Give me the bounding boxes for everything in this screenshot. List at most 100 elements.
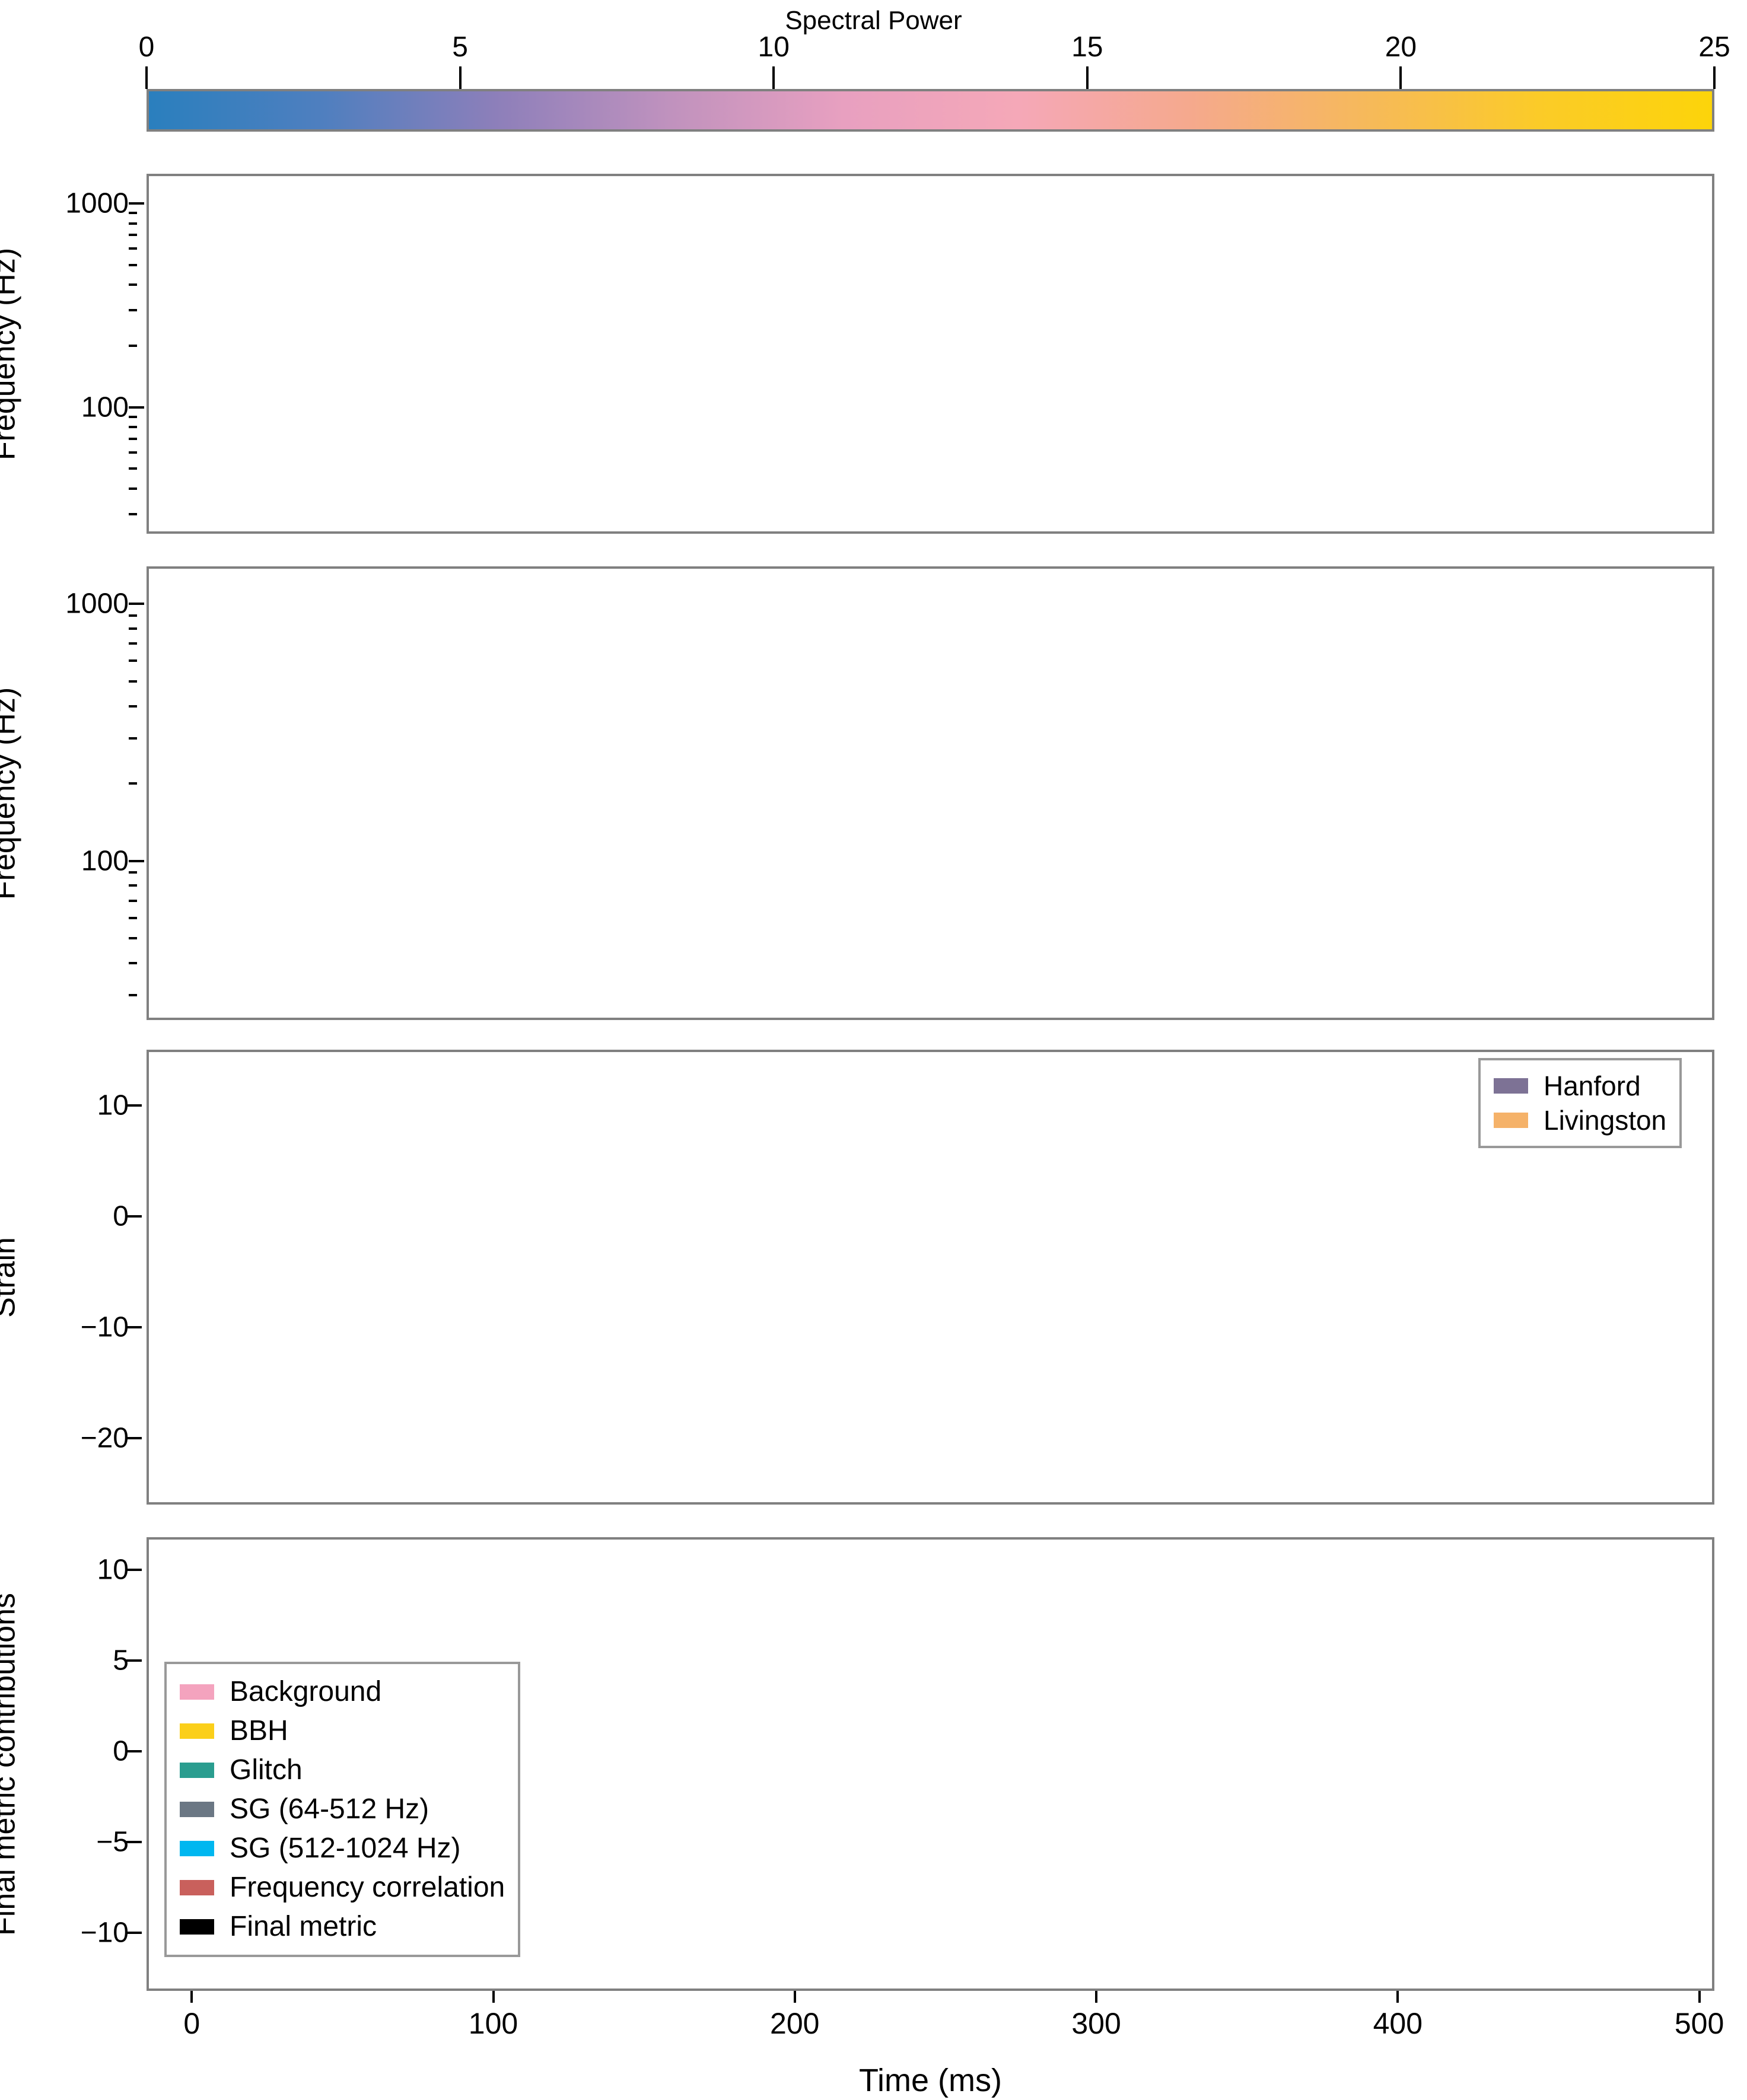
colorbar-tick-label: 5 [452,31,468,63]
axis-tick [126,1932,142,1935]
metric-xtick-labels: 0 100 200 300 400 500 [147,2006,1724,2048]
axis-minor-tick [129,512,137,515]
axis-minor-tick [129,705,137,708]
colorbar-tick [145,66,148,89]
axis-tick-label: 10 [97,1554,129,1586]
axis-minor-tick [129,899,137,902]
axis-tick [129,859,144,862]
axis-tick-label: 300 [1071,2007,1121,2040]
spectrogram-hanford-ytick-labels: 1000 100 [58,174,129,534]
axis-minor-tick [129,415,137,418]
strain-ytick-marks [126,1050,147,1505]
spectrogram-hanford-panel [147,174,1714,534]
legend-label: Background [230,1676,382,1707]
axis-tick-label: 0 [183,2007,201,2040]
axis-tick [126,1569,142,1572]
axis-minor-tick [129,426,137,429]
axis-tick [126,1436,142,1439]
axis-tick [793,1991,796,2003]
strain-legend: Hanford Livingston [1478,1058,1682,1148]
axis-minor-tick [129,782,137,785]
axis-tick [126,1659,142,1662]
axis-tick [129,202,144,205]
axis-tick-label: 100 [81,845,129,877]
legend-label: Livingston [1544,1105,1667,1136]
axis-tick [126,1104,142,1107]
axis-minor-tick [129,467,137,470]
axis-minor-tick [129,627,137,630]
axis-minor-tick [129,211,137,214]
axis-tick-label: −10 [80,1311,129,1343]
axis-tick-label: 500 [1674,2007,1724,2040]
axis-tick [1095,1991,1098,2003]
legend-item: Hanford [1494,1069,1666,1103]
axis-tick-label: 1000 [65,588,129,620]
axis-tick-label: 0 [113,1735,129,1767]
axis-minor-tick [129,659,137,662]
strain-ytick-labels: 10 0 −10 −20 [58,1050,129,1505]
legend-swatch [1494,1113,1528,1128]
legend-swatch [180,1919,214,1935]
legend-item: Livingston [1494,1103,1666,1137]
legend-swatch [180,1723,214,1739]
legend-swatch [180,1841,214,1856]
metric-ytick-labels: 10 5 0 −5 −10 [58,1537,129,1991]
colorbar-tick-label: 10 [758,31,790,63]
spectrogram-livingston-panel [147,566,1714,1020]
axis-tick [126,1325,142,1328]
axis-minor-tick [129,680,137,683]
legend-item: SG (64-512 Hz) [180,1790,505,1829]
axis-tick-label: 200 [770,2007,820,2040]
legend-swatch [1494,1078,1528,1094]
legend-label: SG (64-512 Hz) [230,1793,429,1825]
axis-tick-label: −10 [80,1917,129,1949]
axis-tick [126,1841,142,1844]
axis-tick-label: 400 [1373,2007,1423,2040]
axis-tick [492,1991,495,2003]
spectrogram-livingston-ylabel: Frequency (Hz) [0,687,21,900]
colorbar-tick-labels: 0 5 10 15 20 25 [139,31,1730,66]
legend-label: Frequency correlation [230,1872,505,1903]
colorbar-gradient [147,89,1714,132]
colorbar [147,89,1714,132]
colorbar-tick-label: 20 [1385,31,1417,63]
axis-tick-label: 0 [113,1200,129,1232]
axis-tick [126,1215,142,1218]
axis-minor-tick [129,884,137,887]
colorbar-tick-label: 25 [1698,31,1730,63]
axis-minor-tick [129,916,137,919]
axis-tick [1698,1991,1701,2003]
legend-swatch [180,1763,214,1778]
axis-minor-tick [129,283,137,286]
spectrogram-hanford-ytick-marks [129,174,147,534]
legend-item: Glitch [180,1751,505,1790]
legend-label: Glitch [230,1754,303,1786]
metric-legend: Background BBH Glitch SG (64-512 Hz) SG (512… [164,1662,521,1957]
axis-minor-tick [129,234,137,237]
spectrogram-hanford-ylabel: Frequency (Hz) [0,247,21,460]
legend-label: BBH [230,1715,288,1747]
strain-panel [147,1050,1714,1505]
axis-minor-tick [129,345,137,348]
legend-item: Background [180,1672,505,1712]
axis-tick-label: 10 [97,1089,129,1121]
colorbar-tick-label: 15 [1071,31,1103,63]
colorbar-tick-marks [145,66,1716,89]
axis-minor-tick [129,642,137,645]
legend-item: SG (512-1024 Hz) [180,1829,505,1868]
legend-label: Hanford [1544,1070,1641,1101]
axis-tick-label: 5 [113,1645,129,1677]
legend-swatch [180,1684,214,1700]
axis-tick-label: 100 [468,2007,518,2040]
legend-swatch [180,1880,214,1895]
legend-item: BBH [180,1712,505,1751]
colorbar-tick-label: 0 [138,31,155,63]
axis-minor-tick [129,614,137,617]
axis-minor-tick [129,936,137,939]
axis-minor-tick [129,994,137,997]
spectrogram-livingston-ytick-labels: 1000 100 [58,566,129,1020]
legend-label: Final metric [230,1911,377,1942]
axis-tick-label: −20 [80,1422,129,1454]
axis-tick [190,1991,193,2003]
